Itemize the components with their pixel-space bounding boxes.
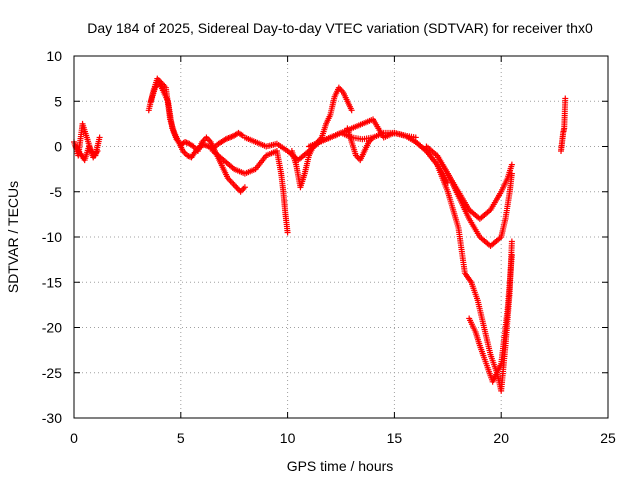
x-tick-label: 25 xyxy=(600,430,616,446)
y-tick-label: 0 xyxy=(54,139,62,155)
series-track-b xyxy=(73,143,101,164)
chart-title: Day 184 of 2025, Sidereal Day-to-day VTE… xyxy=(87,20,593,36)
data-point xyxy=(508,161,515,168)
y-tick-label: -10 xyxy=(42,229,62,245)
data-point xyxy=(94,148,101,155)
series-track-n xyxy=(558,95,569,155)
series-track-m xyxy=(466,252,515,385)
series-track-l xyxy=(434,152,515,222)
data-point xyxy=(508,238,515,245)
data-points xyxy=(71,75,569,394)
x-tick-label: 15 xyxy=(387,430,403,446)
data-point xyxy=(562,95,569,102)
y-tick-label: -30 xyxy=(42,410,62,426)
series-track-e xyxy=(209,148,291,236)
y-tick-label: 5 xyxy=(54,93,62,109)
y-tick-label: -25 xyxy=(42,365,62,381)
series-track-j xyxy=(412,138,515,394)
grid-lines xyxy=(74,56,608,418)
data-point xyxy=(96,134,103,141)
series-track-i xyxy=(344,125,377,164)
x-tick-label: 20 xyxy=(493,430,509,446)
data-point xyxy=(348,107,355,114)
y-tick-label: -5 xyxy=(50,184,63,200)
data-point xyxy=(284,229,291,236)
y-tick-label: -15 xyxy=(42,274,62,290)
y-tick-label: -20 xyxy=(42,320,62,336)
y-tick-labels: -30 -25 -20 -15 -10 -5 0 5 10 xyxy=(42,48,62,426)
x-tick-labels: 0 5 10 15 20 25 xyxy=(70,430,616,446)
x-tick-label: 5 xyxy=(177,430,185,446)
series-track-g xyxy=(288,84,355,191)
y-tick-label: 10 xyxy=(46,48,62,64)
data-point xyxy=(241,184,248,191)
plot-frame xyxy=(73,55,609,419)
y-axis-title: SDTVAR / TECUs xyxy=(5,181,21,293)
data-point xyxy=(370,134,377,141)
x-tick-label: 10 xyxy=(280,430,296,446)
data-point xyxy=(508,252,515,259)
x-axis-title: GPS time / hours xyxy=(287,458,394,474)
x-tick-label: 0 xyxy=(70,430,78,446)
series-track-d xyxy=(147,80,248,195)
